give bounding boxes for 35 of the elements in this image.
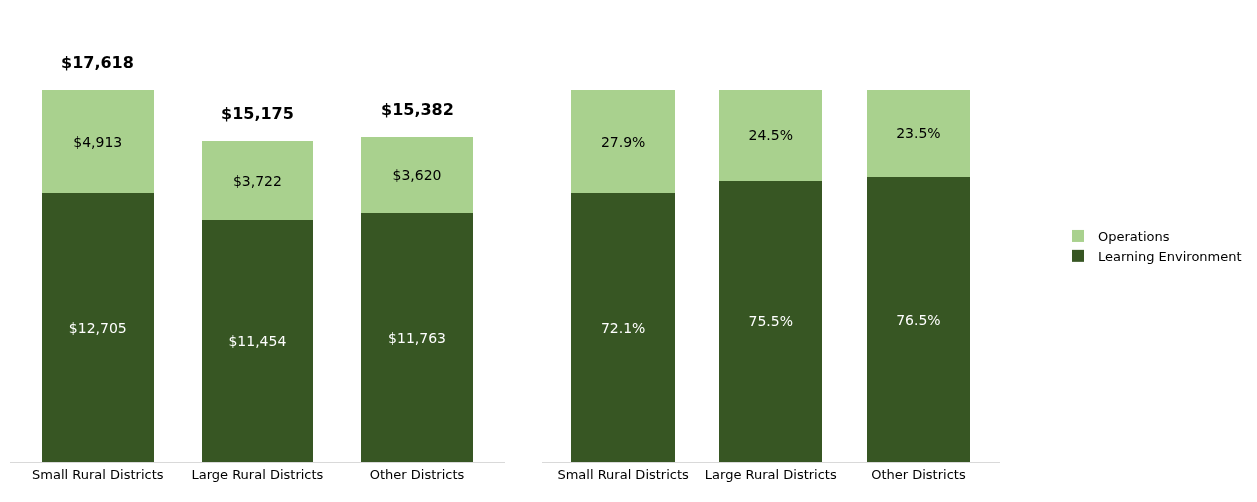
data-label: 23.5% (896, 125, 941, 142)
bar (719, 180, 823, 462)
data-label: $11,763 (388, 329, 446, 346)
bar (571, 193, 675, 462)
x-tick-label: Other Districts (871, 466, 966, 482)
data-label: 75.5% (748, 313, 793, 330)
x-tick-label: Large Rural Districts (704, 466, 837, 482)
total-label: $15,175 (221, 104, 294, 123)
bar (201, 141, 314, 220)
bar (41, 193, 154, 462)
bar (866, 89, 971, 178)
bar (719, 89, 823, 181)
total-label: $15,382 (381, 100, 454, 119)
data-label: 76.5% (896, 311, 941, 328)
data-label: 24.5% (748, 127, 793, 144)
x-tick-label: Small Rural Districts (32, 466, 164, 482)
total-label: $17,618 (61, 53, 134, 72)
legend-label: Learning Environment (1098, 248, 1242, 264)
x-tick-label: Small Rural Districts (557, 466, 690, 482)
data-label: $11,454 (228, 332, 287, 349)
data-label: $3,722 (232, 172, 282, 189)
bar (41, 89, 154, 194)
data-label: 27.9% (600, 133, 646, 150)
data-label: $3,620 (392, 167, 442, 184)
data-label: $4,913 (73, 133, 123, 150)
data-label: 72.1% (600, 319, 646, 336)
bar (361, 213, 473, 462)
x-tick-label: Other Districts (369, 466, 465, 482)
bar (866, 177, 971, 462)
legend-label: Operations (1098, 229, 1170, 245)
bar (201, 219, 314, 462)
data-label: $12,705 (68, 319, 127, 336)
bar (361, 136, 473, 214)
bar (571, 89, 675, 194)
x-tick-label: Large Rural Districts (191, 466, 324, 482)
